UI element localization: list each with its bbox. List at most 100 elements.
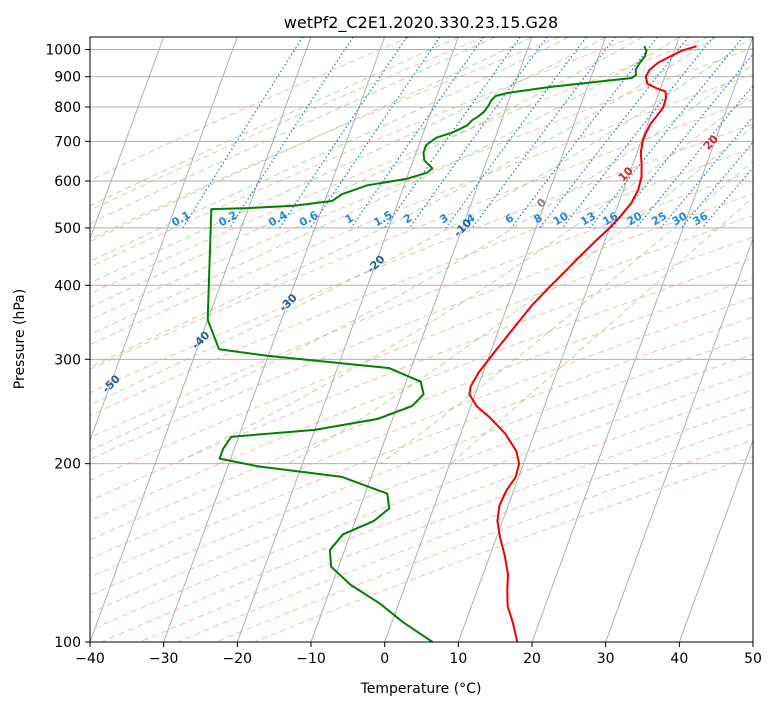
- dry-adiabat-label: -20: [364, 252, 387, 275]
- dry-adiabat-line: [254, 455, 753, 642]
- mixing-ratio-label: 30: [670, 209, 690, 228]
- mixing-ratio-label: 1.5: [371, 208, 394, 229]
- mixing-ratio-line: [409, 37, 548, 229]
- moist-adiabat-line: [90, 37, 570, 262]
- dry-adiabat-line: [90, 147, 753, 416]
- mixing-ratio-label: 0.2: [216, 208, 239, 229]
- plot-frame: [89, 36, 754, 643]
- dry-adiabat-line: [90, 37, 485, 211]
- x-tick-label: 50: [744, 651, 762, 667]
- dry-adiabat-line: [90, 371, 753, 631]
- moist-adiabat-label: 20: [701, 132, 721, 152]
- mixing-ratio-line: [310, 37, 441, 229]
- mixing-ratio-label: 0.6: [297, 208, 321, 229]
- mixing-ratio-line: [350, 37, 485, 229]
- isotherm-line: [678, 438, 753, 642]
- dry-adiabat-label: -30: [277, 291, 300, 314]
- x-tick-label: 0: [380, 651, 389, 667]
- mixing-ratio-line: [182, 37, 304, 229]
- mixing-ratio-label: 25: [649, 209, 669, 228]
- moist-adiabat-line: [90, 37, 496, 224]
- mixing-ratio-line: [279, 37, 408, 229]
- dry-adiabat-line: [90, 277, 753, 541]
- dry-adiabat-label: -40: [189, 328, 212, 351]
- mixing-ratio-line: [680, 141, 753, 229]
- dry-adiabat-line: [90, 215, 753, 481]
- x-tick-label: −40: [75, 651, 105, 667]
- mixing-ratio-label: 1: [343, 211, 356, 226]
- dry-adiabat-line: [90, 353, 753, 614]
- mixing-ratio-line: [611, 53, 753, 229]
- moist-adiabat-line: [449, 196, 753, 465]
- dry-adiabat-line: [90, 123, 753, 394]
- isotherm-line: [531, 37, 753, 642]
- dry-adiabat-line: [90, 47, 753, 321]
- isotherm-line: [90, 37, 165, 241]
- isotherm-line: [384, 37, 607, 642]
- moist-adiabat-line: [90, 37, 459, 207]
- moist-adiabat-line: [380, 160, 753, 465]
- chart-title: wetPf2_C2E1.2020.330.23.15.G28: [284, 13, 558, 33]
- x-tick-label: 30: [597, 651, 615, 667]
- y-tick-label: 500: [54, 221, 81, 237]
- y-tick-label: 400: [54, 278, 81, 294]
- mixing-ratio-line: [471, 37, 616, 229]
- temperature-profile-line: [468, 45, 697, 642]
- y-tick-label: 100: [54, 635, 81, 651]
- mixing-ratio-line: [229, 37, 354, 229]
- mixing-ratio-line: [589, 37, 744, 229]
- x-axis-label: Temperature (°C): [360, 681, 482, 697]
- dry-adiabat-label: -60: [13, 408, 36, 431]
- isotherm-line: [90, 37, 238, 442]
- y-tick-label: 1000: [45, 43, 81, 59]
- mixing-ratio-label: 0.1: [169, 208, 192, 229]
- mixing-ratio-label: 0.4: [266, 208, 290, 229]
- moist-adiabat-line: [288, 125, 753, 465]
- x-tick-label: −20: [223, 651, 253, 667]
- isotherm-line: [163, 37, 386, 642]
- x-tick-label: 20: [523, 651, 541, 667]
- x-tick-label: 40: [670, 651, 688, 667]
- dry-adiabat-line: [90, 37, 560, 240]
- y-tick-label: 600: [54, 174, 81, 190]
- dry-adiabat-line: [90, 335, 753, 596]
- moist-adiabat-line: [174, 93, 753, 465]
- dry-adiabat-line: [90, 236, 753, 502]
- isotherm-line: [236, 37, 459, 642]
- y-tick-label: 900: [54, 70, 81, 86]
- profile-layer: [206, 45, 697, 642]
- dry-adiabat-line: [101, 389, 753, 642]
- mixing-ratio-line: [701, 166, 753, 229]
- moist-adiabat-line: [90, 37, 606, 284]
- dry-adiabat-line: [90, 193, 753, 460]
- dry-adiabat-line: [90, 170, 753, 439]
- dry-adiabat-line: [90, 316, 753, 578]
- grid-layer: [90, 37, 753, 642]
- y-tick-label: 300: [54, 352, 81, 368]
- mixing-ratio-line: [445, 37, 587, 229]
- dry-adiabat-line: [90, 98, 753, 370]
- dry-adiabat-line: [90, 297, 753, 560]
- dry-adiabat-line: [90, 257, 753, 522]
- x-tick-label: 10: [449, 651, 467, 667]
- mixing-ratio-line: [384, 37, 521, 229]
- isotherm-line: [457, 37, 680, 642]
- moist-adiabat-line: [90, 37, 680, 336]
- y-tick-label: 200: [54, 457, 81, 473]
- mixing-ratio-line: [562, 37, 714, 229]
- dry-adiabat-line: [90, 73, 753, 346]
- y-axis-label: Pressure (hPa): [12, 289, 28, 389]
- dry-adiabat-line: [139, 406, 753, 642]
- dry-adiabat-label: -50: [100, 372, 123, 395]
- isotherm-line: [752, 640, 753, 642]
- moist-adiabat-line: [90, 37, 753, 406]
- moist-adiabat-line: [90, 63, 753, 452]
- background-line-labels: 0.10.20.40.611.52346810131620253036-100-…: [13, 132, 722, 431]
- dewpoint-profile-line: [206, 45, 648, 642]
- moist-adiabat-line: [90, 37, 717, 368]
- mixing-ratio-line: [660, 115, 753, 229]
- y-tick-label: 700: [54, 134, 81, 150]
- mixing-ratio-label: 20: [625, 209, 645, 228]
- y-tick-label: 800: [54, 100, 81, 116]
